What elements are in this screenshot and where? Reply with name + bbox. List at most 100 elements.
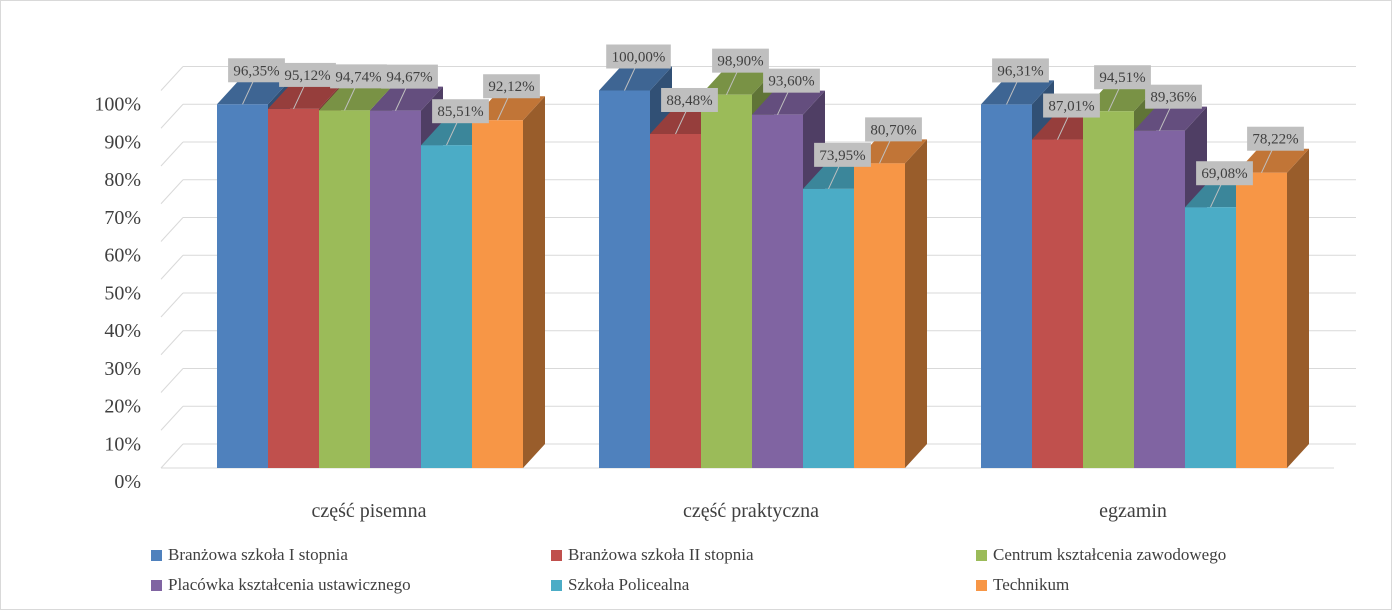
data-label-text: 93,60% [768, 74, 814, 90]
label-box [228, 58, 285, 83]
bar-front [981, 104, 1032, 468]
bar-front [268, 108, 319, 468]
data-label: 78,22% [1247, 126, 1304, 173]
data-label: 93,60% [763, 68, 820, 115]
label-box [992, 58, 1049, 83]
label-box [712, 48, 769, 73]
label-box [661, 87, 718, 112]
data-labels: 96,35% 95,12% 94,74% 94,67% 85,51% 92,12% 100,… [228, 44, 1304, 208]
data-label-text: 88,48% [666, 93, 712, 109]
legend-swatch [551, 579, 562, 591]
legend-label: Technikum [993, 575, 1070, 594]
bar-top [217, 80, 290, 105]
bar-front [1185, 207, 1236, 468]
gridline-side [160, 179, 184, 205]
gridline-side [160, 66, 184, 91]
data-label: 85,51% [432, 99, 489, 146]
bar-front [217, 104, 268, 468]
gridline-side [160, 330, 184, 356]
gridline-side [160, 254, 184, 280]
data-label: 95,12% [279, 62, 336, 110]
data-label: 98,90% [712, 48, 769, 95]
data-label: 94,51% [1094, 65, 1151, 112]
label-box [1247, 126, 1304, 151]
bar [854, 139, 927, 469]
bar-top [1236, 148, 1309, 173]
data-label-text: 85,51% [437, 104, 483, 120]
legend-swatch [976, 549, 987, 561]
bar-side [905, 139, 927, 469]
data-label: 100,00% [606, 44, 671, 91]
bar-front [1236, 172, 1287, 469]
data-label-text: 73,95% [819, 148, 865, 164]
data-label: 96,35% [228, 58, 285, 105]
data-label: 94,74% [330, 64, 387, 111]
bar-top [268, 84, 341, 109]
bar-top [370, 86, 443, 111]
label-box [330, 64, 387, 89]
data-label-text: 94,74% [335, 69, 381, 85]
data-label: 69,08% [1196, 161, 1253, 208]
gridline-side [160, 141, 184, 167]
legend-swatch [151, 549, 162, 561]
bar [472, 96, 545, 468]
y-tick-label: 0% [114, 471, 141, 493]
bar-front [421, 145, 472, 468]
legend-label: Branżowa szkoła II stopnia [568, 545, 754, 564]
gridline-side [160, 217, 184, 242]
data-label-text: 78,22% [1252, 132, 1298, 148]
data-label: 80,70% [865, 117, 922, 164]
label-box [606, 44, 671, 69]
y-axis: 0% 10% 20% 30% 40% 50% 60% 70% 80% 90% 100% [94, 94, 141, 494]
y-tick-label: 70% [104, 207, 141, 229]
label-box [814, 142, 871, 167]
y-tick-label: 80% [104, 169, 141, 191]
bar [1236, 148, 1309, 469]
bar-front [803, 188, 854, 468]
bar-front [701, 94, 752, 468]
data-label-text: 69,08% [1201, 166, 1247, 182]
data-label-text: 96,31% [997, 63, 1043, 79]
label-box [381, 64, 438, 89]
y-tick-label: 10% [104, 433, 141, 455]
y-tick-label: 60% [104, 245, 141, 267]
gridline-side [160, 405, 184, 431]
legend-item: Centrum kształcenia zawodowego [976, 545, 1226, 565]
data-label-text: 94,67% [386, 70, 432, 86]
legend-label: Szkoła Policealna [568, 575, 690, 594]
data-label: 87,01% [1043, 93, 1100, 140]
gridline-side [160, 443, 184, 469]
gridline-side [160, 103, 184, 129]
gridline-side [160, 368, 184, 393]
y-tick-label: 40% [104, 320, 141, 342]
legend-swatch [151, 579, 162, 591]
data-label-text: 89,36% [1150, 90, 1196, 106]
bar-top [752, 90, 825, 115]
data-label: 92,12% [483, 74, 540, 121]
bar-front [854, 163, 905, 469]
bar-front [650, 133, 701, 468]
label-box [279, 62, 336, 87]
legend-item: Placówka kształcenia ustawicznego [151, 575, 411, 595]
label-box [1196, 161, 1253, 186]
y-tick-label: 100% [94, 94, 141, 116]
bar-top [1083, 87, 1156, 112]
bar-top [1134, 106, 1207, 131]
bar-top [599, 66, 672, 91]
legend-item: Technikum [976, 575, 1069, 595]
y-tick-label: 20% [104, 396, 141, 418]
data-label: 73,95% [814, 142, 871, 190]
bar-front [1083, 111, 1134, 469]
label-box [763, 68, 820, 93]
gridline-side [160, 292, 184, 318]
data-label: 96,31% [992, 58, 1049, 105]
bar-front [370, 110, 421, 468]
label-box [865, 117, 922, 142]
data-label-text: 98,90% [717, 54, 763, 70]
data-label-text: 80,70% [870, 122, 916, 138]
bar-top [472, 96, 545, 121]
data-label-text: 94,51% [1099, 70, 1145, 86]
data-label: 88,48% [661, 87, 718, 135]
label-box [1145, 84, 1202, 109]
